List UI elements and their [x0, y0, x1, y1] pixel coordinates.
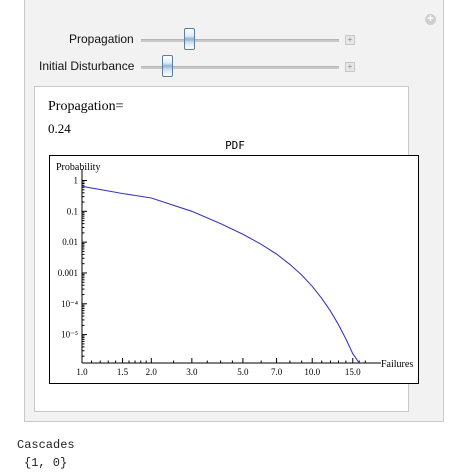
- cascades-value: {1, 0}: [24, 456, 68, 470]
- initial-disturbance-label: Initial Disturbance: [39, 59, 135, 73]
- cascades-label: Cascades: [17, 438, 75, 452]
- x-tick-label: 2.0: [146, 367, 158, 377]
- propagation-slider-track[interactable]: [141, 39, 339, 42]
- output-value: 0.24: [48, 121, 71, 136]
- pdf-chart: Probability Failures 1 0.1 0.01 0.001 10⁻⁴ 10…: [49, 155, 419, 384]
- y-tick-label: 0.001: [58, 268, 78, 278]
- y-tick-label: 0.1: [67, 206, 78, 216]
- series-line-pdf: [81, 185, 360, 364]
- plot-frame: [49, 155, 419, 384]
- initial-disturbance-expand-icon[interactable]: +: [345, 62, 355, 72]
- initial-disturbance-slider-thumb[interactable]: [162, 55, 173, 77]
- x-tick-label: 1.0: [76, 367, 88, 377]
- propagation-slider-thumb[interactable]: [184, 28, 195, 50]
- y-tick-label: 0.01: [62, 237, 78, 247]
- y-tick-label: 10⁻⁵: [61, 330, 78, 340]
- chart-title: PDF: [225, 139, 245, 152]
- y-tick-label: 1: [74, 176, 79, 186]
- initial-disturbance-slider-track[interactable]: [141, 66, 339, 69]
- add-panel-icon[interactable]: +: [425, 14, 436, 25]
- output-label: Propagation=: [48, 99, 124, 114]
- y-tick-label: 10⁻⁴: [61, 299, 78, 309]
- propagation-expand-icon[interactable]: +: [345, 35, 355, 45]
- y-axis-label: Probability: [56, 162, 100, 173]
- x-tick-label: 3.0: [186, 367, 198, 377]
- propagation-label: Propagation: [69, 32, 134, 46]
- x-tick-label: 7.0: [271, 367, 283, 377]
- x-tick-label: 1.5: [117, 367, 129, 377]
- x-axis-label: Failures: [381, 359, 413, 370]
- x-tick-label: 15.0: [345, 367, 361, 377]
- x-tick-label: 10.0: [304, 367, 320, 377]
- x-tick-label: 5.0: [237, 367, 249, 377]
